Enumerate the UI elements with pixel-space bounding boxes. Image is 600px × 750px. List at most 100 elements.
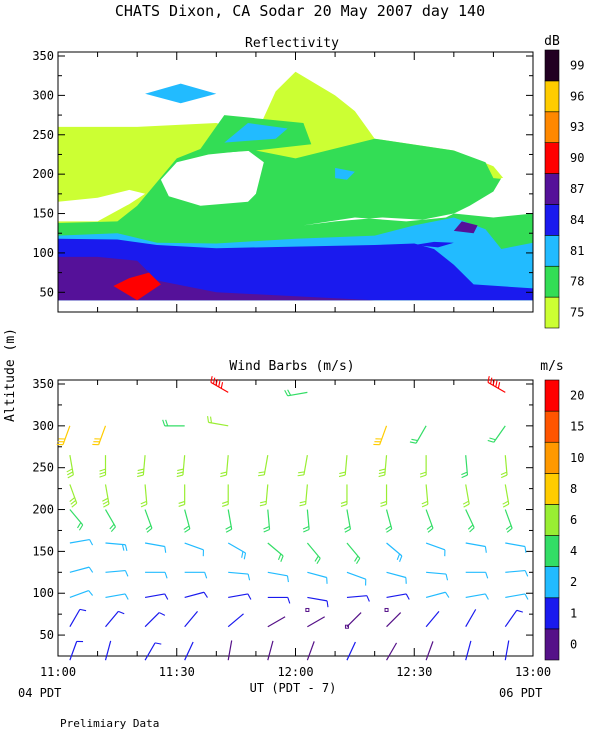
wind-barb-feather [88, 566, 94, 573]
colorbar-label-8: 8 [570, 482, 577, 496]
wind-colorbar: 0 1 2 4 6 8 10 15 20 [544, 379, 584, 661]
wind-barb-feather [99, 471, 106, 475]
wind-barb-feather [137, 474, 144, 478]
wind-barb-43min-265m [220, 455, 229, 478]
wind-barb-feather [257, 474, 265, 477]
wind-barb-feather [140, 503, 148, 508]
wind-barb-feather [247, 593, 252, 600]
wind-barb-113min-60m [504, 609, 523, 628]
colorbar-label-99: 99 [570, 58, 584, 72]
wind-barb-53min-60m [267, 616, 286, 628]
wind-barb-shaft [504, 509, 513, 529]
wind-barb-feather [487, 439, 494, 443]
wind-barb-feather [164, 546, 167, 553]
wind-barb-shaft [104, 509, 117, 528]
wind-barb-feather [487, 376, 490, 383]
reflectivity-cell-87db-5 [453, 221, 478, 234]
reflectivity-cell-81db-3 [335, 167, 355, 180]
wind-barb-43min-300m [207, 416, 229, 427]
wind-barb-feather [462, 500, 469, 505]
wind-barb-feather [444, 591, 450, 598]
wind-barb-shaft [415, 425, 427, 444]
wind-barb-feather [427, 527, 434, 533]
wind-barb-12min-20m [104, 640, 112, 661]
wind-barb-feather [220, 471, 227, 475]
wind-barb-103min-20m [465, 640, 472, 661]
wind-barb-feather [241, 551, 244, 558]
wind-barb-shaft [425, 611, 440, 628]
wind-barb-feather [69, 497, 76, 502]
colorbar-label-75: 75 [570, 306, 584, 320]
wind-barb-shaft [228, 571, 249, 575]
wind-barb-shaft [144, 612, 160, 628]
wind-barb-feather [258, 471, 265, 474]
wind-barb-3min-230m [69, 484, 78, 508]
wind-barb-feather [284, 390, 289, 397]
wind-barb-feather [102, 497, 109, 502]
wind-barb-feather [380, 500, 387, 504]
wind-barb-feather [218, 380, 221, 387]
wind-barb-53min-265m [257, 455, 269, 477]
wind-barb-43min-160m [227, 542, 247, 560]
wind-barb-113min-230m [502, 484, 510, 508]
wind-barb-shaft [210, 381, 229, 393]
wind-barb-feather [89, 539, 94, 546]
wind-barb-73min-200m [344, 509, 352, 533]
wind-barb-43min-60m [227, 613, 244, 628]
colorbar-swatch-10 [544, 441, 560, 474]
wind-barb-feather [378, 474, 385, 478]
wind-barb-3min-60m [69, 608, 87, 628]
wind-barb-shaft [346, 595, 367, 599]
reflectivity-y-axis: 50 100 150 200 250 300 350 [32, 49, 54, 299]
wind-barb-shaft [267, 616, 286, 628]
wind-barb-feather [260, 500, 267, 504]
y-tick-label-350: 350 [32, 49, 54, 63]
wind-barb-feather [99, 474, 106, 478]
wind-barb-shaft [184, 542, 204, 551]
wind-barb-feather [78, 524, 84, 531]
wind-barb-shaft [263, 455, 269, 475]
wind-barb-shaft [69, 590, 89, 598]
wind-barb-shaft [305, 484, 308, 505]
wind-barb-feather [277, 553, 282, 561]
colorbar-swatch-4 [544, 535, 560, 567]
wind-barb-feather [399, 555, 403, 562]
wind-barb-shaft [386, 642, 398, 661]
wind-barb-feather [215, 379, 218, 386]
wind-barb-shaft [346, 509, 352, 530]
wind-barb-feather [386, 528, 393, 533]
wind-barb-shaft [465, 640, 472, 661]
wind-barb-feather [485, 572, 489, 579]
colorbar-label-6: 6 [570, 513, 577, 527]
wind-barb-feather [445, 573, 449, 581]
wind-barb-feather [220, 382, 224, 389]
wind-barb-93min-95m [425, 591, 450, 598]
wind-barb-63min-230m [299, 484, 308, 507]
wind-barb-shaft [69, 538, 90, 544]
colorbar-swatch-0 [544, 628, 560, 661]
reflectivity-plot-area [57, 51, 534, 313]
wind-barb-shaft [386, 593, 407, 599]
wind-barb-3min-265m [66, 455, 74, 479]
wind-barb-feather [209, 416, 213, 423]
colorbar-swatch-81 [544, 235, 560, 267]
wind-barb-22min-265m [137, 455, 146, 478]
wind-barb-83min-160m [386, 542, 403, 562]
wind-barb-32min-60m [184, 611, 198, 628]
wind-barb-113min-340m [487, 376, 506, 393]
wind-barb-93min-160m [425, 542, 446, 557]
wind-barb-63min-265m [297, 455, 308, 477]
wind-colorbar-label: m/s [540, 359, 563, 374]
wind-barb-53min-20m [267, 640, 274, 661]
y-tick-label-50: 50 [40, 628, 54, 642]
wind-barb-feather [484, 546, 487, 553]
wind-barb-feather [500, 471, 507, 476]
wind-barb-feather [378, 471, 386, 475]
wind-barb-shaft [505, 593, 526, 599]
wind-barb-feather [419, 471, 427, 475]
wind-barb-shaft [346, 612, 362, 628]
wind-barb-shaft [267, 640, 274, 661]
wind-barb-shaft [386, 542, 403, 557]
wind-barb-feather [280, 555, 284, 562]
wind-barb-shaft [267, 542, 284, 557]
